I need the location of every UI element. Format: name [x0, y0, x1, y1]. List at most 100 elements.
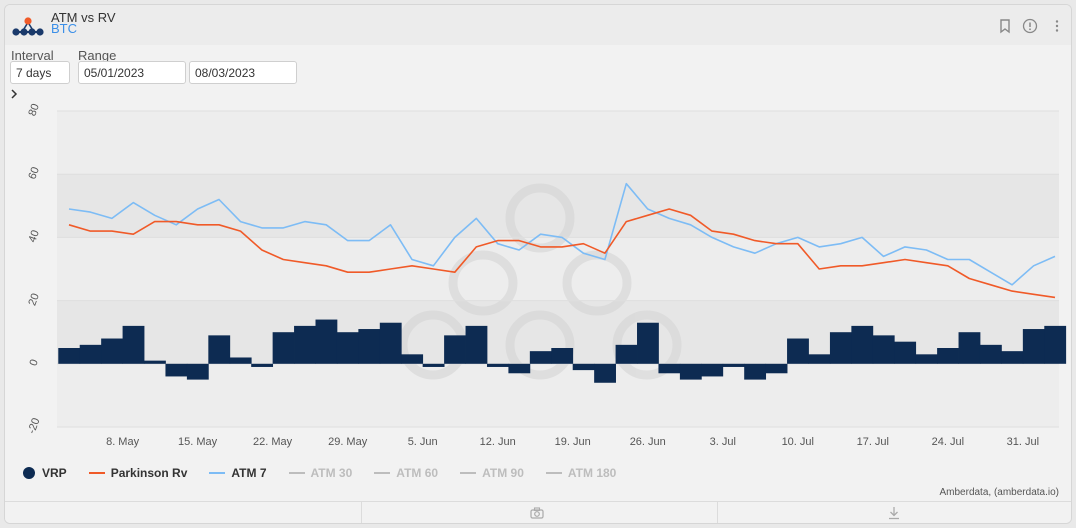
vrp-bar — [829, 332, 852, 364]
chart-widget: ATM vs RV BTC Interval 7 days Range 05/0… — [4, 4, 1072, 524]
y-tick-label: 20 — [26, 292, 41, 308]
x-tick-label: 17. Jul — [857, 436, 889, 448]
camera-icon[interactable] — [529, 505, 545, 521]
legend-label: ATM 180 — [567, 466, 617, 480]
vrp-bar — [465, 325, 488, 364]
plot-area — [57, 111, 1059, 427]
legend-label: ATM 7 — [231, 466, 267, 480]
atm-vs-rv-chart: 80 60 40 20 0 -20 8. May 15. May 22. May 29. May… — [26, 102, 1067, 448]
vrp-bar — [122, 325, 145, 364]
legend-label: Parkinson Rv — [110, 466, 188, 480]
x-tick-label: 5. Jun — [408, 436, 438, 448]
vrp-bar — [851, 325, 874, 364]
vrp-bar — [444, 335, 466, 364]
vrp-bar — [915, 354, 938, 364]
vrp-bar — [165, 363, 188, 377]
vrp-bar — [572, 363, 595, 371]
legend-label: VRP — [42, 466, 67, 480]
plot-band — [57, 237, 1059, 301]
y-tick-label: 40 — [26, 229, 41, 245]
footer-divider — [717, 502, 718, 523]
vrp-bar — [251, 363, 274, 367]
vrp-bar — [208, 335, 231, 364]
x-tick-label: 3. Jul — [710, 436, 736, 448]
widget-footer — [5, 501, 1071, 523]
y-tick-label: 80 — [26, 102, 41, 118]
chart-credit[interactable]: Amberdata, (amberdata.io) — [939, 487, 1059, 498]
range-start-input[interactable]: 05/01/2023 — [78, 61, 186, 84]
amberdata-logo-icon — [12, 17, 44, 36]
x-tick-label: 22. May — [253, 436, 293, 448]
vrp-bar — [422, 363, 445, 367]
x-tick-label: 12. Jun — [480, 436, 516, 448]
widget-header: ATM vs RV BTC — [5, 5, 1071, 45]
vrp-bar — [186, 363, 209, 380]
vrp-bar — [658, 363, 681, 374]
interval-label: Interval — [11, 48, 54, 63]
vrp-bar — [765, 363, 788, 374]
vrp-bar — [79, 344, 102, 364]
vrp-bar — [701, 363, 724, 377]
vrp-bar — [722, 363, 745, 367]
legend-item-atm-7[interactable]: ATM 7 — [209, 466, 267, 480]
line-series — [68, 182, 1056, 299]
vrp-bar — [744, 363, 767, 380]
chevron-right-icon[interactable] — [10, 89, 18, 99]
x-tick-label: 26. Jun — [630, 436, 666, 448]
y-tick-label: -20 — [26, 416, 43, 435]
vrp-bar — [358, 329, 381, 364]
atm180-legend-marker — [545, 472, 562, 474]
info-icon[interactable] — [1022, 18, 1038, 34]
vrp-bar — [101, 338, 123, 364]
legend-item-atm-180[interactable]: ATM 180 — [545, 466, 617, 480]
vrp-bar — [486, 363, 509, 367]
plot-band — [57, 111, 1059, 175]
vrp-legend-marker — [23, 467, 35, 479]
widget-title: ATM vs RV — [51, 10, 116, 25]
vrp-bar — [615, 344, 638, 364]
vrp-bar — [508, 363, 531, 374]
download-icon[interactable] — [886, 505, 902, 521]
interval-select[interactable]: 7 days — [10, 61, 70, 84]
x-tick-label: 19. Jun — [555, 436, 591, 448]
x-tick-label: 10. Jul — [782, 436, 814, 448]
plot-band — [57, 174, 1059, 238]
x-axis: 8. May 15. May 22. May 29. May 5. Jun 12. Jun… — [106, 436, 1039, 448]
vrp-bar — [979, 344, 1002, 364]
vrp-bar — [872, 335, 895, 364]
vrp-bar — [294, 325, 316, 364]
vrp-bar — [637, 322, 659, 364]
y-tick-label: 0 — [27, 358, 40, 368]
atm7-legend-marker — [209, 472, 226, 474]
vrp-bar — [529, 351, 552, 364]
legend-item-parkinson-rv[interactable]: Parkinson Rv — [88, 466, 188, 480]
vrp-bar — [379, 322, 402, 364]
y-axis: 80 60 40 20 0 -20 — [26, 102, 43, 435]
atm30-legend-marker — [288, 472, 305, 474]
kebab-menu-icon[interactable] — [1049, 18, 1065, 34]
vrp-bar — [787, 338, 809, 364]
legend-item-atm-90[interactable]: ATM 90 — [460, 466, 524, 480]
bookmark-icon[interactable] — [997, 18, 1013, 34]
legend-item-atm-30[interactable]: ATM 30 — [288, 466, 353, 480]
vrp-bar — [229, 357, 252, 364]
footer-divider — [361, 502, 362, 523]
parkinson-legend-marker — [88, 472, 105, 474]
legend-item-vrp[interactable]: VRP — [23, 466, 67, 480]
legend-label: ATM 30 — [310, 466, 353, 480]
vrp-bar — [144, 360, 166, 364]
x-tick-label: 31. Jul — [1007, 436, 1039, 448]
vrp-bar — [808, 354, 831, 364]
vrp-bar — [894, 341, 917, 364]
range-label: Range — [78, 48, 117, 63]
vrp-series — [58, 319, 1067, 383]
legend-item-atm-60[interactable]: ATM 60 — [374, 466, 438, 480]
vrp-bar — [401, 354, 424, 364]
vrp-bar — [679, 363, 702, 380]
vrp-bar — [336, 332, 359, 364]
range-end-input[interactable]: 08/03/2023 — [189, 61, 297, 84]
vrp-bar — [594, 363, 616, 383]
x-tick-label: 8. May — [106, 436, 140, 448]
x-tick-label: 29. May — [328, 436, 368, 448]
vrp-bar — [551, 348, 574, 364]
